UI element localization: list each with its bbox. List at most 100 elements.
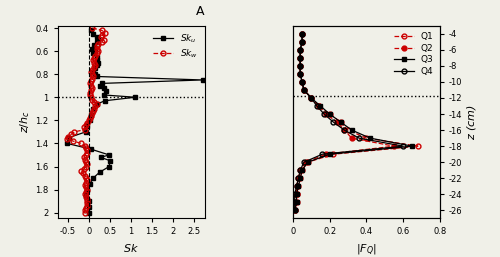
Q1 [297, 72, 303, 76]
Q3 [308, 96, 314, 99]
$Sk_u$ [88, 29, 94, 32]
$Sk_u$ [100, 87, 106, 90]
Q3 [338, 121, 344, 124]
Q1 [301, 88, 307, 91]
$Sk_u$ [106, 153, 112, 157]
Q3 [294, 201, 300, 204]
Q2 [323, 113, 329, 116]
$Sk_u$ [96, 84, 102, 87]
$Sk_u$ [98, 156, 104, 159]
Q2 [334, 121, 340, 124]
$Sk_u$ [94, 103, 100, 106]
$Sk_w$ [78, 142, 84, 145]
$Sk_u$ [94, 40, 100, 43]
$Sk_w$ [82, 211, 88, 214]
Q4 [294, 185, 300, 188]
$Sk_u$ [91, 44, 97, 47]
Q1 [299, 32, 305, 35]
Q4 [330, 121, 336, 124]
Q1 [308, 96, 314, 99]
$Sk_u$ [200, 78, 205, 81]
Line: Q1: Q1 [292, 31, 420, 213]
Q4 [342, 128, 347, 132]
Q1 [316, 104, 322, 107]
$Sk_w$ [82, 186, 88, 189]
Line: Q4: Q4 [292, 31, 406, 213]
$Sk_u$ [94, 75, 100, 78]
Q3 [297, 48, 303, 51]
$Sk_u$ [90, 47, 96, 50]
Line: $Sk_u$: $Sk_u$ [65, 28, 204, 215]
$Sk_u$ [90, 52, 96, 55]
Line: Q3: Q3 [292, 32, 414, 213]
Q2 [299, 40, 305, 43]
Legend: $Sk_u$, $Sk_w$: $Sk_u$, $Sk_w$ [152, 30, 200, 61]
Q3 [297, 56, 303, 59]
$Sk_u$ [90, 107, 96, 110]
Q2 [297, 56, 303, 59]
Q4 [314, 104, 320, 107]
$Sk_u$ [88, 148, 94, 151]
Q2 [292, 201, 298, 204]
Q2 [294, 185, 300, 188]
Q2 [297, 169, 303, 172]
$Sk_u$ [84, 125, 90, 128]
$Sk_w$ [84, 163, 90, 166]
Q4 [292, 209, 298, 212]
Y-axis label: $z$ (cm): $z$ (cm) [466, 104, 478, 140]
$Sk_u$ [86, 211, 92, 214]
Q1 [415, 145, 421, 148]
$Sk_u$ [94, 59, 100, 62]
Q1 [294, 193, 300, 196]
Q1 [345, 128, 351, 132]
$Sk_w$ [90, 26, 96, 30]
$Sk_u$ [102, 99, 108, 102]
Q4 [400, 145, 406, 148]
Q1 [297, 64, 303, 67]
$Sk_u$ [86, 200, 92, 203]
Q3 [326, 113, 332, 116]
Q3 [348, 128, 354, 132]
Q1 [294, 201, 300, 204]
Line: Q2: Q2 [292, 31, 397, 213]
Q4 [301, 88, 307, 91]
$Sk_u$ [96, 61, 102, 64]
$Sk_u$ [98, 82, 104, 85]
Q4 [356, 136, 362, 140]
$Sk_u$ [88, 113, 94, 116]
Q2 [296, 177, 302, 180]
$Sk_u$ [66, 136, 72, 139]
Text: A: A [196, 5, 204, 18]
Q2 [391, 145, 397, 148]
Q3 [318, 104, 324, 107]
Q2 [292, 209, 298, 212]
Q1 [299, 80, 305, 84]
$Sk_u$ [96, 38, 102, 41]
$Sk_u$ [132, 96, 138, 99]
$Sk_u$ [84, 188, 90, 191]
Q2 [323, 153, 329, 156]
X-axis label: $Sk$: $Sk$ [123, 242, 139, 254]
Q3 [367, 136, 373, 140]
Q2 [297, 48, 303, 51]
Q2 [342, 128, 347, 132]
Q1 [326, 113, 332, 116]
Q3 [299, 40, 305, 43]
$Sk_u$ [103, 90, 109, 93]
$Sk_u$ [87, 182, 93, 185]
Q1 [330, 153, 336, 156]
Q3 [410, 145, 416, 148]
Legend: Q1, Q2, Q3, Q4: Q1, Q2, Q3, Q4 [392, 30, 436, 78]
Q1 [297, 177, 303, 180]
Q2 [316, 104, 322, 107]
Q2 [297, 64, 303, 67]
Q3 [299, 80, 305, 84]
Q2 [294, 193, 300, 196]
Q2 [301, 88, 307, 91]
Q3 [299, 169, 305, 172]
X-axis label: $|F_{Q}|$: $|F_{Q}|$ [356, 242, 377, 257]
Q2 [297, 72, 303, 76]
Q4 [292, 193, 298, 196]
$Sk_u$ [64, 142, 70, 145]
Line: $Sk_w$: $Sk_w$ [64, 26, 108, 215]
